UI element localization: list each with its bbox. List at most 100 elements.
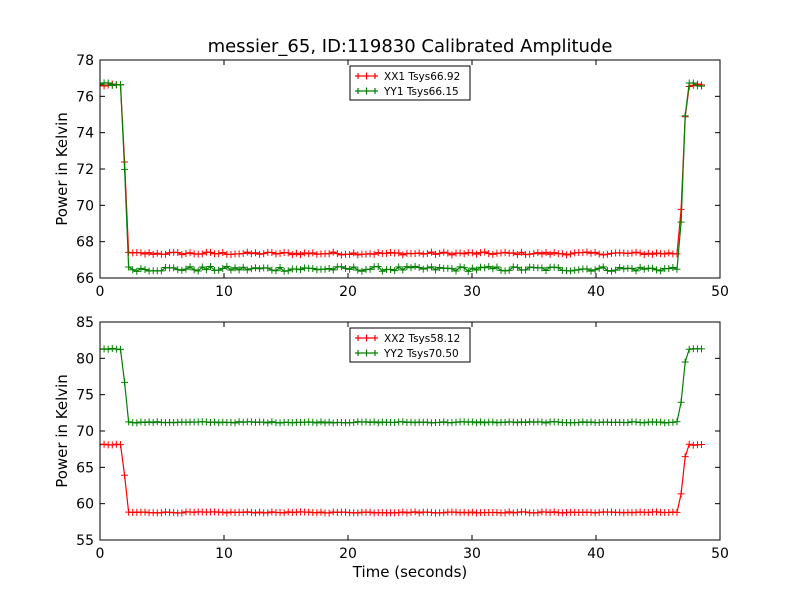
data-point (125, 263, 133, 271)
data-point (202, 266, 210, 274)
data-point (665, 265, 673, 273)
data-point (321, 265, 329, 273)
data-point (567, 250, 575, 258)
data-point (206, 262, 214, 270)
legend-box (349, 65, 471, 101)
data-point (427, 248, 435, 256)
data-point (608, 508, 615, 516)
data-point (436, 249, 444, 257)
data-point (468, 249, 476, 257)
bottom-xlabel: Time (seconds) (352, 563, 468, 581)
data-point (395, 509, 403, 517)
x-tick-label: 10 (215, 546, 233, 562)
data-point (206, 248, 214, 256)
data-point (272, 267, 280, 275)
data-point (325, 264, 333, 272)
data-point (251, 249, 259, 257)
data-point (337, 263, 345, 271)
data-point (186, 249, 194, 257)
y-tick-label: 68 (76, 235, 94, 251)
data-point (538, 250, 546, 258)
data-point (669, 418, 677, 426)
data-point (558, 250, 566, 258)
x-tick-label: 40 (587, 284, 605, 300)
data-point (239, 249, 247, 257)
data-point (256, 265, 264, 273)
data-point (329, 266, 337, 274)
data-point (256, 508, 264, 516)
data-point (468, 264, 476, 272)
data-point (125, 418, 133, 426)
data-point (653, 508, 661, 516)
data-point (288, 251, 296, 259)
data-point (268, 249, 276, 257)
data-point (477, 418, 485, 426)
data-point (612, 266, 620, 274)
data-point (399, 418, 407, 426)
x-tick-label: 20 (339, 546, 357, 562)
data-point (501, 248, 509, 256)
data-point (313, 509, 321, 517)
data-point (575, 266, 583, 274)
data-point (546, 250, 554, 258)
data-point (149, 419, 157, 427)
data-point (599, 251, 607, 259)
data-point (251, 509, 259, 517)
data-point (342, 264, 350, 272)
data-point (399, 266, 407, 274)
data-point (587, 267, 595, 275)
data-point (227, 508, 235, 516)
data-point (423, 250, 431, 258)
data-point (133, 267, 141, 275)
data-point (608, 267, 615, 275)
data-point (591, 509, 599, 517)
data-point (452, 508, 460, 516)
y-tick-label: 78 (76, 53, 94, 69)
data-point (161, 250, 169, 258)
data-point (108, 81, 116, 89)
data-point (673, 508, 681, 516)
data-point (108, 344, 116, 352)
data-point (346, 251, 354, 259)
data-point (501, 267, 509, 275)
data-point (603, 250, 611, 258)
data-point (121, 471, 129, 479)
data-point (157, 267, 165, 275)
data-point (407, 264, 415, 272)
data-point (104, 79, 112, 87)
data-point (235, 266, 243, 274)
data-point (137, 264, 145, 272)
data-point (247, 250, 255, 258)
data-point (268, 508, 276, 516)
x-tick-label: 40 (587, 546, 605, 562)
data-point (382, 249, 390, 257)
data-point (648, 264, 656, 272)
bottom-ylabel: Power in Kelvin (53, 374, 71, 488)
data-point (362, 418, 370, 426)
data-point (472, 266, 480, 274)
data-point (325, 418, 333, 426)
series-markers-yy1 (100, 79, 706, 275)
data-point (256, 250, 264, 258)
data-point (415, 509, 423, 517)
data-point (346, 265, 354, 273)
data-point (526, 250, 534, 258)
data-point (657, 267, 665, 275)
data-point (603, 267, 611, 275)
data-point (448, 265, 456, 273)
data-point (489, 265, 497, 273)
data-point (395, 249, 403, 257)
data-point (370, 250, 378, 258)
data-point (468, 508, 476, 516)
data-point (677, 218, 685, 226)
data-point (407, 508, 415, 516)
legend-box (349, 327, 471, 363)
legend-entry-label: YY2 Tsys70.50 (383, 348, 459, 360)
data-point (673, 418, 681, 426)
data-point (415, 263, 423, 271)
data-point (116, 441, 124, 449)
data-point (411, 419, 419, 427)
data-point (301, 249, 309, 257)
data-point (145, 418, 153, 426)
data-point (411, 262, 419, 270)
